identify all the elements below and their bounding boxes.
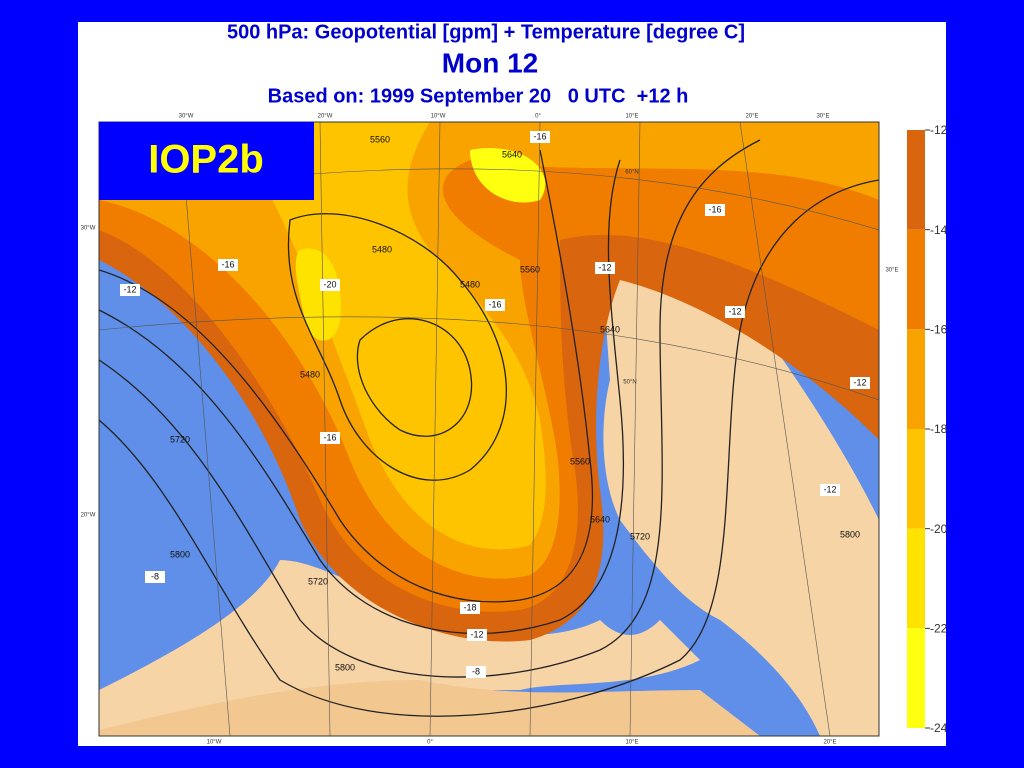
- graticule-label: 10°E: [625, 740, 638, 746]
- contour-label: 5560: [370, 134, 390, 144]
- graticule-label: 20°W: [81, 513, 96, 519]
- contour-label: -16: [488, 299, 501, 309]
- colorbar-label: -16: [930, 323, 948, 337]
- map-frame: [98, 121, 880, 737]
- graticule: [99, 122, 879, 736]
- land-africa: [99, 560, 700, 736]
- contour-label: 5480: [372, 244, 392, 254]
- contour: [99, 149, 594, 603]
- contour-label-box: [145, 571, 165, 583]
- temperature-band: [470, 148, 546, 203]
- contour-label-box: [725, 306, 745, 318]
- contour-label-box: [466, 666, 486, 678]
- contour: [356, 318, 473, 437]
- map: 5560 5640 5480 5480 5560 5640 5720 5800 5480 5560…: [99, 122, 879, 736]
- contour-label: -16: [708, 204, 721, 214]
- colorbar-label: -24: [930, 721, 948, 735]
- contour-label: -20: [323, 279, 336, 289]
- contour-label: 5720: [308, 576, 328, 586]
- colorbar-swatch: [907, 329, 925, 429]
- contour-label: -12: [123, 284, 136, 294]
- contour-label-box: [485, 299, 505, 311]
- colorbar-label: -20: [930, 522, 948, 536]
- contour: [99, 139, 761, 678]
- colorbar-swatch: [907, 628, 925, 728]
- colorbar-swatch: [907, 229, 925, 330]
- title: 500 hPa: Geopotential [gpm] + Temperatur…: [227, 21, 745, 43]
- colorbar-label: -14: [930, 223, 948, 237]
- contour: [99, 179, 879, 717]
- contour-label: 5640: [590, 514, 610, 524]
- colorbar-swatch: [907, 130, 925, 230]
- colorbar-label: -22: [930, 622, 948, 636]
- contour-label: -8: [472, 666, 480, 676]
- temperature-band: [295, 248, 341, 341]
- contour-label: 5640: [600, 324, 620, 334]
- contour-label-box: [820, 484, 840, 496]
- graticule-label: 50°N: [623, 380, 636, 386]
- contour-label: 5560: [570, 456, 590, 466]
- contour-label: -12: [598, 262, 611, 272]
- contours: [99, 139, 879, 717]
- contour-label: 5560: [520, 264, 540, 274]
- contour-label: 5640: [502, 149, 522, 159]
- contour-label-box: [530, 131, 550, 143]
- graticule-label: 10°W: [431, 114, 446, 120]
- graticule-label: 10°E: [625, 114, 638, 120]
- contour-label: -12: [728, 306, 741, 316]
- contour-label: -12: [823, 484, 836, 494]
- contour-label: 5480: [460, 279, 480, 289]
- subtitle: Mon 12: [442, 47, 538, 78]
- contour-label: 5800: [335, 662, 355, 672]
- graticule-label: 0°: [535, 114, 541, 120]
- graticule-label: 0°: [427, 740, 433, 746]
- contour-label-box: [120, 284, 140, 296]
- contour-label-box: [850, 377, 870, 389]
- colorbar: -12 -14 -16 -18 -20 -22 -24: [907, 123, 948, 735]
- contour-label: -12: [470, 629, 483, 639]
- contour-label-box: [460, 602, 480, 614]
- contour-label: -18: [463, 602, 476, 612]
- contour-label-box: [467, 629, 487, 641]
- graticule-label: 30°E: [885, 268, 898, 274]
- contour-label: 5720: [630, 531, 650, 541]
- based-on: Based on: 1999 September 20 0 UTC +12 h: [268, 85, 689, 107]
- contour-label: -8: [151, 571, 159, 581]
- contour: [287, 213, 507, 481]
- contour-label-box: [595, 262, 615, 274]
- contour-label: 5800: [840, 529, 860, 539]
- land-sahara: [99, 680, 760, 736]
- land-europe: [600, 238, 879, 736]
- colorbar-label: -18: [930, 422, 948, 436]
- graticule-label: 30°W: [179, 114, 194, 120]
- badge: IOP2b: [148, 138, 264, 182]
- contour-label: -12: [853, 377, 866, 387]
- contour-label-box: [320, 279, 340, 291]
- contour-label: 5480: [300, 369, 320, 379]
- contour-label: -16: [221, 259, 234, 269]
- graticule-label: 30°E: [816, 114, 829, 120]
- graticule-label: 60°N: [625, 170, 638, 176]
- graticule-label: 30°W: [81, 226, 96, 232]
- contour: [99, 159, 624, 635]
- contour-label-box: [218, 259, 238, 271]
- contour-label: 5800: [170, 549, 190, 559]
- contour-label: 5720: [170, 434, 190, 444]
- colorbar-swatch: [907, 528, 925, 629]
- colorbar-swatch: [907, 429, 925, 529]
- contour-label-box: [320, 432, 340, 444]
- badge-box: [99, 122, 314, 200]
- contour-label-box: [705, 204, 725, 216]
- temperature-band: [230, 122, 546, 550]
- graticule-label: 20°E: [745, 114, 758, 120]
- colorbar-label: -12: [930, 123, 948, 137]
- contour-label: -16: [323, 432, 336, 442]
- contour-label: -16: [533, 131, 546, 141]
- graticule-label: 20°E: [823, 740, 836, 746]
- graticule-label: 10°W: [207, 740, 222, 746]
- graticule-label: 20°W: [318, 114, 333, 120]
